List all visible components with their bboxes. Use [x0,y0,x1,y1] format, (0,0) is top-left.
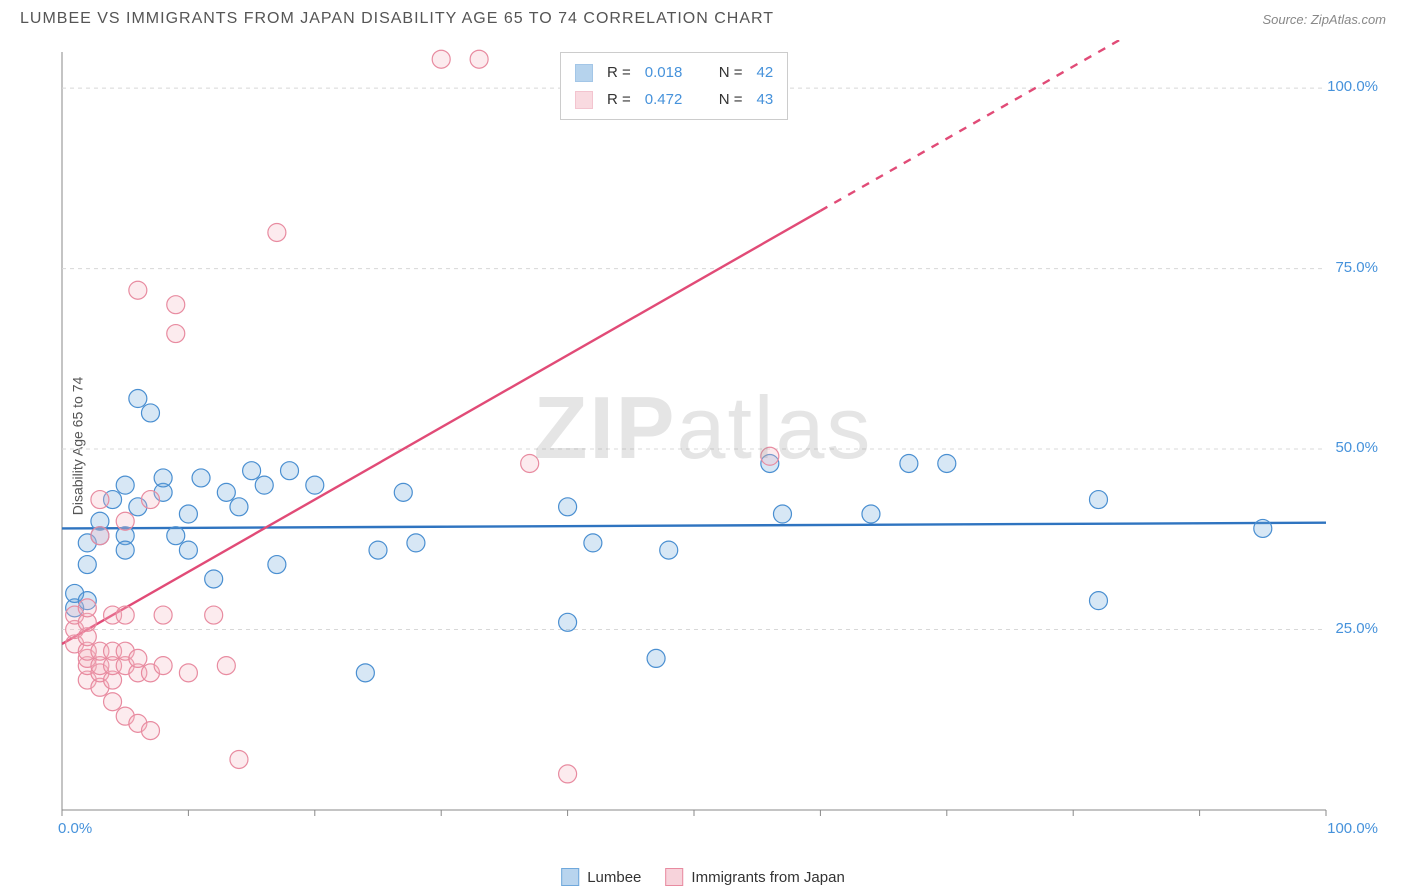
stats-legend: R = 0.018 N = 42 R = 0.472 N = 43 [560,52,788,120]
source-label: Source: ZipAtlas.com [1262,12,1386,27]
y-tick-label: 50.0% [1335,439,1378,456]
x-tick-label: 0.0% [58,820,92,837]
series-swatch [665,868,683,886]
series-swatch [575,91,593,109]
legend-item: Lumbee [561,868,641,886]
scatter-chart [20,40,1386,850]
stats-row: R = 0.472 N = 43 [575,86,773,113]
n-label: N = [719,86,743,113]
y-tick-label: 75.0% [1335,259,1378,276]
legend-label: Lumbee [587,869,641,886]
series-swatch [575,64,593,82]
r-label: R = [607,86,631,113]
y-tick-label: 100.0% [1327,78,1378,95]
y-tick-label: 25.0% [1335,620,1378,637]
n-value: 42 [757,59,774,86]
series-legend: Lumbee Immigrants from Japan [561,868,845,886]
chart-title: LUMBEE VS IMMIGRANTS FROM JAPAN DISABILI… [20,10,774,28]
r-label: R = [607,59,631,86]
r-value: 0.018 [645,59,693,86]
n-value: 43 [757,86,774,113]
x-tick-label: 100.0% [1327,820,1378,837]
chart-area [20,40,1386,850]
n-label: N = [719,59,743,86]
stats-row: R = 0.018 N = 42 [575,59,773,86]
series-swatch [561,868,579,886]
legend-label: Immigrants from Japan [691,869,844,886]
r-value: 0.472 [645,86,693,113]
legend-item: Immigrants from Japan [665,868,844,886]
